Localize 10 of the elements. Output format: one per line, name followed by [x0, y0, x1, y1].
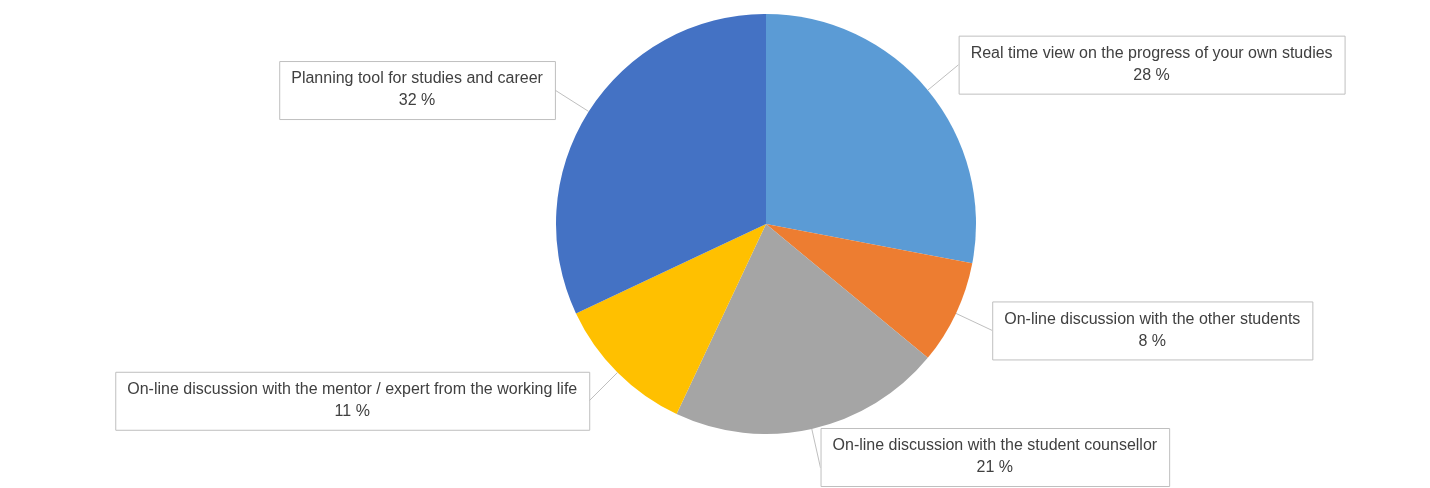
slice-label: On-line discussion with the student counsellor [832, 436, 1158, 454]
data-label: 28 % [1133, 66, 1170, 84]
slice-label: On-line discussion with the mentor / expert from the working life [127, 380, 578, 398]
data-label: 21 % [976, 458, 1014, 476]
data-label: 32 % [398, 91, 436, 109]
slice-label: On-line discussion with the other students [1004, 309, 1301, 327]
slice-label: Planning tool for studies and career [291, 69, 544, 87]
slice-label: Real time view on the progress of your own studies [970, 44, 1333, 62]
data-label: 8 % [1138, 331, 1167, 349]
data-label: 11 % [334, 402, 370, 420]
